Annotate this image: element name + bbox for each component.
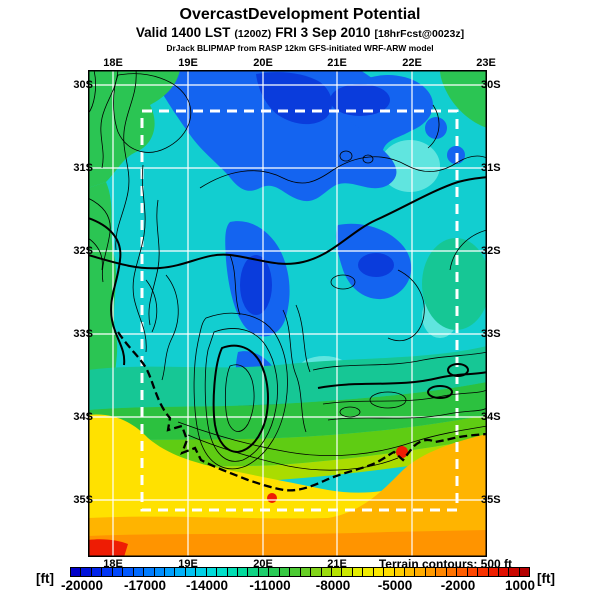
lon-label-top: 18E (103, 57, 123, 69)
colorbar-cell (268, 568, 279, 576)
colorbar-tick-label: -20000 (60, 578, 104, 593)
valid-date: FRI 3 Sep 2010 (275, 25, 371, 40)
colorbar-tick-label: -8000 (315, 578, 351, 593)
lon-label-top: 20E (253, 57, 273, 69)
colorbar-cell (383, 568, 394, 576)
valid-prefix: Valid 1400 LST (135, 25, 231, 40)
colorbar-cell (508, 568, 519, 576)
colorbar-cell (143, 568, 154, 576)
colorbar-cell (101, 568, 112, 576)
valid-time-line: Valid 1400 LST (1200Z) FRI 3 Sep 2010 [18hr… (0, 25, 600, 40)
lon-label-top: 19E (178, 57, 198, 69)
colorbar-cell (122, 568, 133, 576)
domain-dashed-boundary (140, 109, 459, 512)
colorbar-cell (80, 568, 91, 576)
colorbar-cell (414, 568, 425, 576)
colorbar-cell (404, 568, 415, 576)
lat-label-left: 32S (73, 245, 93, 257)
colorbar-unit-right: [ft] (537, 571, 555, 586)
colorbar-cell (278, 568, 290, 576)
colorbar-tick-label: 1000 (504, 578, 536, 593)
lon-label-top: 23E (476, 57, 496, 69)
lat-label-right: 35S (481, 494, 501, 506)
colorbar-cell (351, 568, 363, 576)
colorbar-cell (71, 568, 81, 576)
lat-label-left: 35S (73, 494, 93, 506)
lat-label-left: 30S (73, 79, 93, 91)
colorbar-cell (153, 568, 164, 576)
lon-label-top: 21E (327, 57, 347, 69)
colorbar-cell (184, 568, 196, 576)
map-frame (88, 70, 487, 557)
colorbar-cell (320, 568, 331, 576)
lat-label-left: 33S (73, 328, 93, 340)
page-title: OvercastDevelopment Potential (179, 6, 421, 23)
colorbar-cell (90, 568, 102, 576)
colorbar-cell (174, 568, 185, 576)
colorbar-cell (330, 568, 342, 576)
colorbar-cell (299, 568, 311, 576)
colorbar-cell (237, 568, 248, 576)
lon-label-top: 22E (402, 57, 422, 69)
colorbar-cell (226, 568, 237, 576)
colorbar-cell (111, 568, 123, 576)
colorbar-cell (257, 568, 269, 576)
colorbar-cell (435, 568, 446, 576)
latlon-grid (88, 70, 487, 557)
model-source-line: DrJack BLIPMAP from RASP 12km GFS-initia… (166, 43, 434, 53)
colorbar (70, 567, 530, 577)
colorbar-cell (456, 568, 467, 576)
colorbar-cell (372, 568, 384, 576)
colorbar-cell (310, 568, 321, 576)
lat-label-left: 31S (73, 162, 93, 174)
colorbar-cell (163, 568, 175, 576)
coastline (117, 331, 487, 492)
lat-label-right: 32S (481, 245, 501, 257)
lat-label-right: 34S (481, 411, 501, 423)
lat-label-right: 30S (481, 79, 501, 91)
colorbar-unit-left: [ft] (36, 571, 54, 586)
colorbar-cell (445, 568, 457, 576)
valid-zulu: (1200Z) (234, 28, 272, 40)
colorbar-cell (497, 568, 509, 576)
forecast-map (88, 70, 487, 557)
colorbar-cell (518, 568, 530, 576)
colorbar-cell (393, 568, 404, 576)
colorbar-tick-label: -11000 (249, 578, 291, 593)
colorbar-cell (247, 568, 258, 576)
colorbar-tick-label: -17000 (123, 578, 167, 593)
colorbar-cell (477, 568, 488, 576)
lat-label-right: 33S (481, 328, 501, 340)
colorbar-cell (341, 568, 352, 576)
colorbar-cell (487, 568, 498, 576)
colorbar-tick-label: -2000 (440, 578, 476, 593)
colorbar-cell (132, 568, 144, 576)
lat-label-right: 31S (481, 162, 501, 174)
map-canvas (88, 70, 487, 557)
colorbar-cell (216, 568, 227, 576)
lat-label-left: 34S (73, 411, 93, 423)
terrain-contours (88, 70, 487, 471)
colorbar-cell (362, 568, 373, 576)
colorbar-cell (289, 568, 300, 576)
colorbar-tick-label: -5000 (377, 578, 413, 593)
colorbar-tick-label: -14000 (185, 578, 229, 593)
colorbar-cell (195, 568, 206, 576)
colorbar-cell (205, 568, 217, 576)
forecast-run-tag: [18hrFcst@0023z] (374, 28, 465, 40)
colorbar-cell (466, 568, 478, 576)
colorbar-cell (424, 568, 436, 576)
terrain-contours-bold (88, 176, 487, 454)
